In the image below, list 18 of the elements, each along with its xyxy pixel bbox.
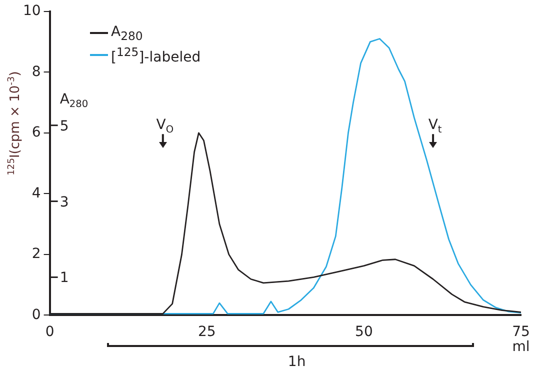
text: 1h: [288, 354, 306, 370]
y-tick-label: 2: [32, 246, 41, 262]
legend-label: A$_{280}$: [111, 24, 143, 42]
y2-tick-label: 3: [60, 194, 69, 210]
y-tick-label: 4: [32, 185, 41, 202]
y2-tick-label: 1: [60, 270, 69, 286]
y-tick-label: 0: [32, 306, 41, 323]
y-axis-title: 125I(cpm × 10-3): [6, 71, 23, 176]
y-tick-label: 6: [32, 124, 41, 141]
x-tick-label: 0: [45, 324, 54, 340]
x-tick-label: 75: [512, 324, 530, 340]
y2-tick-label: 5: [60, 118, 69, 134]
x-tick-label: 50: [355, 324, 373, 340]
y-tick-label: 10: [22, 3, 41, 20]
x-tick-label: 25: [198, 324, 216, 340]
legend-label: [$^{125}$]-labeled: [111, 44, 201, 66]
y-tick-label: 8: [32, 64, 41, 80]
x-axis-title: ml: [512, 339, 530, 356]
